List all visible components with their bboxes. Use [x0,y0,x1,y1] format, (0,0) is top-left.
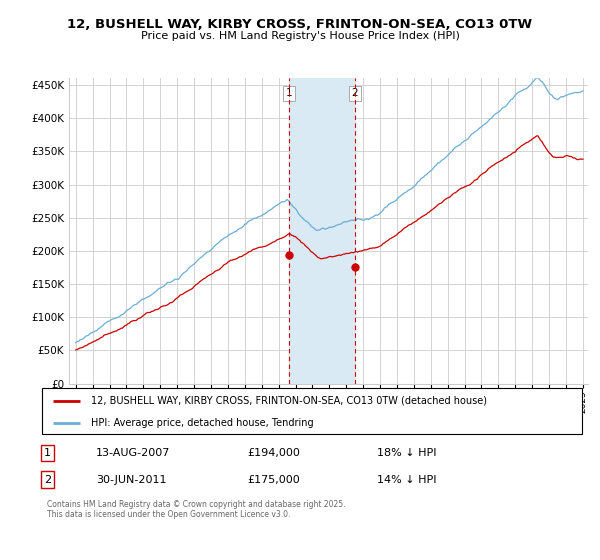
Text: Price paid vs. HM Land Registry's House Price Index (HPI): Price paid vs. HM Land Registry's House … [140,31,460,41]
Text: Contains HM Land Registry data © Crown copyright and database right 2025.
This d: Contains HM Land Registry data © Crown c… [47,500,346,519]
Text: 12, BUSHELL WAY, KIRBY CROSS, FRINTON-ON-SEA, CO13 0TW: 12, BUSHELL WAY, KIRBY CROSS, FRINTON-ON… [67,18,533,31]
Text: 2: 2 [352,88,358,99]
Bar [289,78,355,384]
Text: 13-AUG-2007: 13-AUG-2007 [96,448,170,458]
Text: 14% ↓ HPI: 14% ↓ HPI [377,475,436,485]
FancyBboxPatch shape [42,388,582,434]
Text: £194,000: £194,000 [247,448,300,458]
Text: 18% ↓ HPI: 18% ↓ HPI [377,448,436,458]
Text: 2: 2 [44,475,51,485]
Text: HPI: Average price, detached house, Tendring: HPI: Average price, detached house, Tend… [91,418,313,427]
Text: 12, BUSHELL WAY, KIRBY CROSS, FRINTON-ON-SEA, CO13 0TW (detached house): 12, BUSHELL WAY, KIRBY CROSS, FRINTON-ON… [91,396,487,406]
Text: 1: 1 [286,88,292,99]
Text: 1: 1 [44,448,51,458]
Text: 30-JUN-2011: 30-JUN-2011 [96,475,167,485]
Text: £175,000: £175,000 [247,475,300,485]
